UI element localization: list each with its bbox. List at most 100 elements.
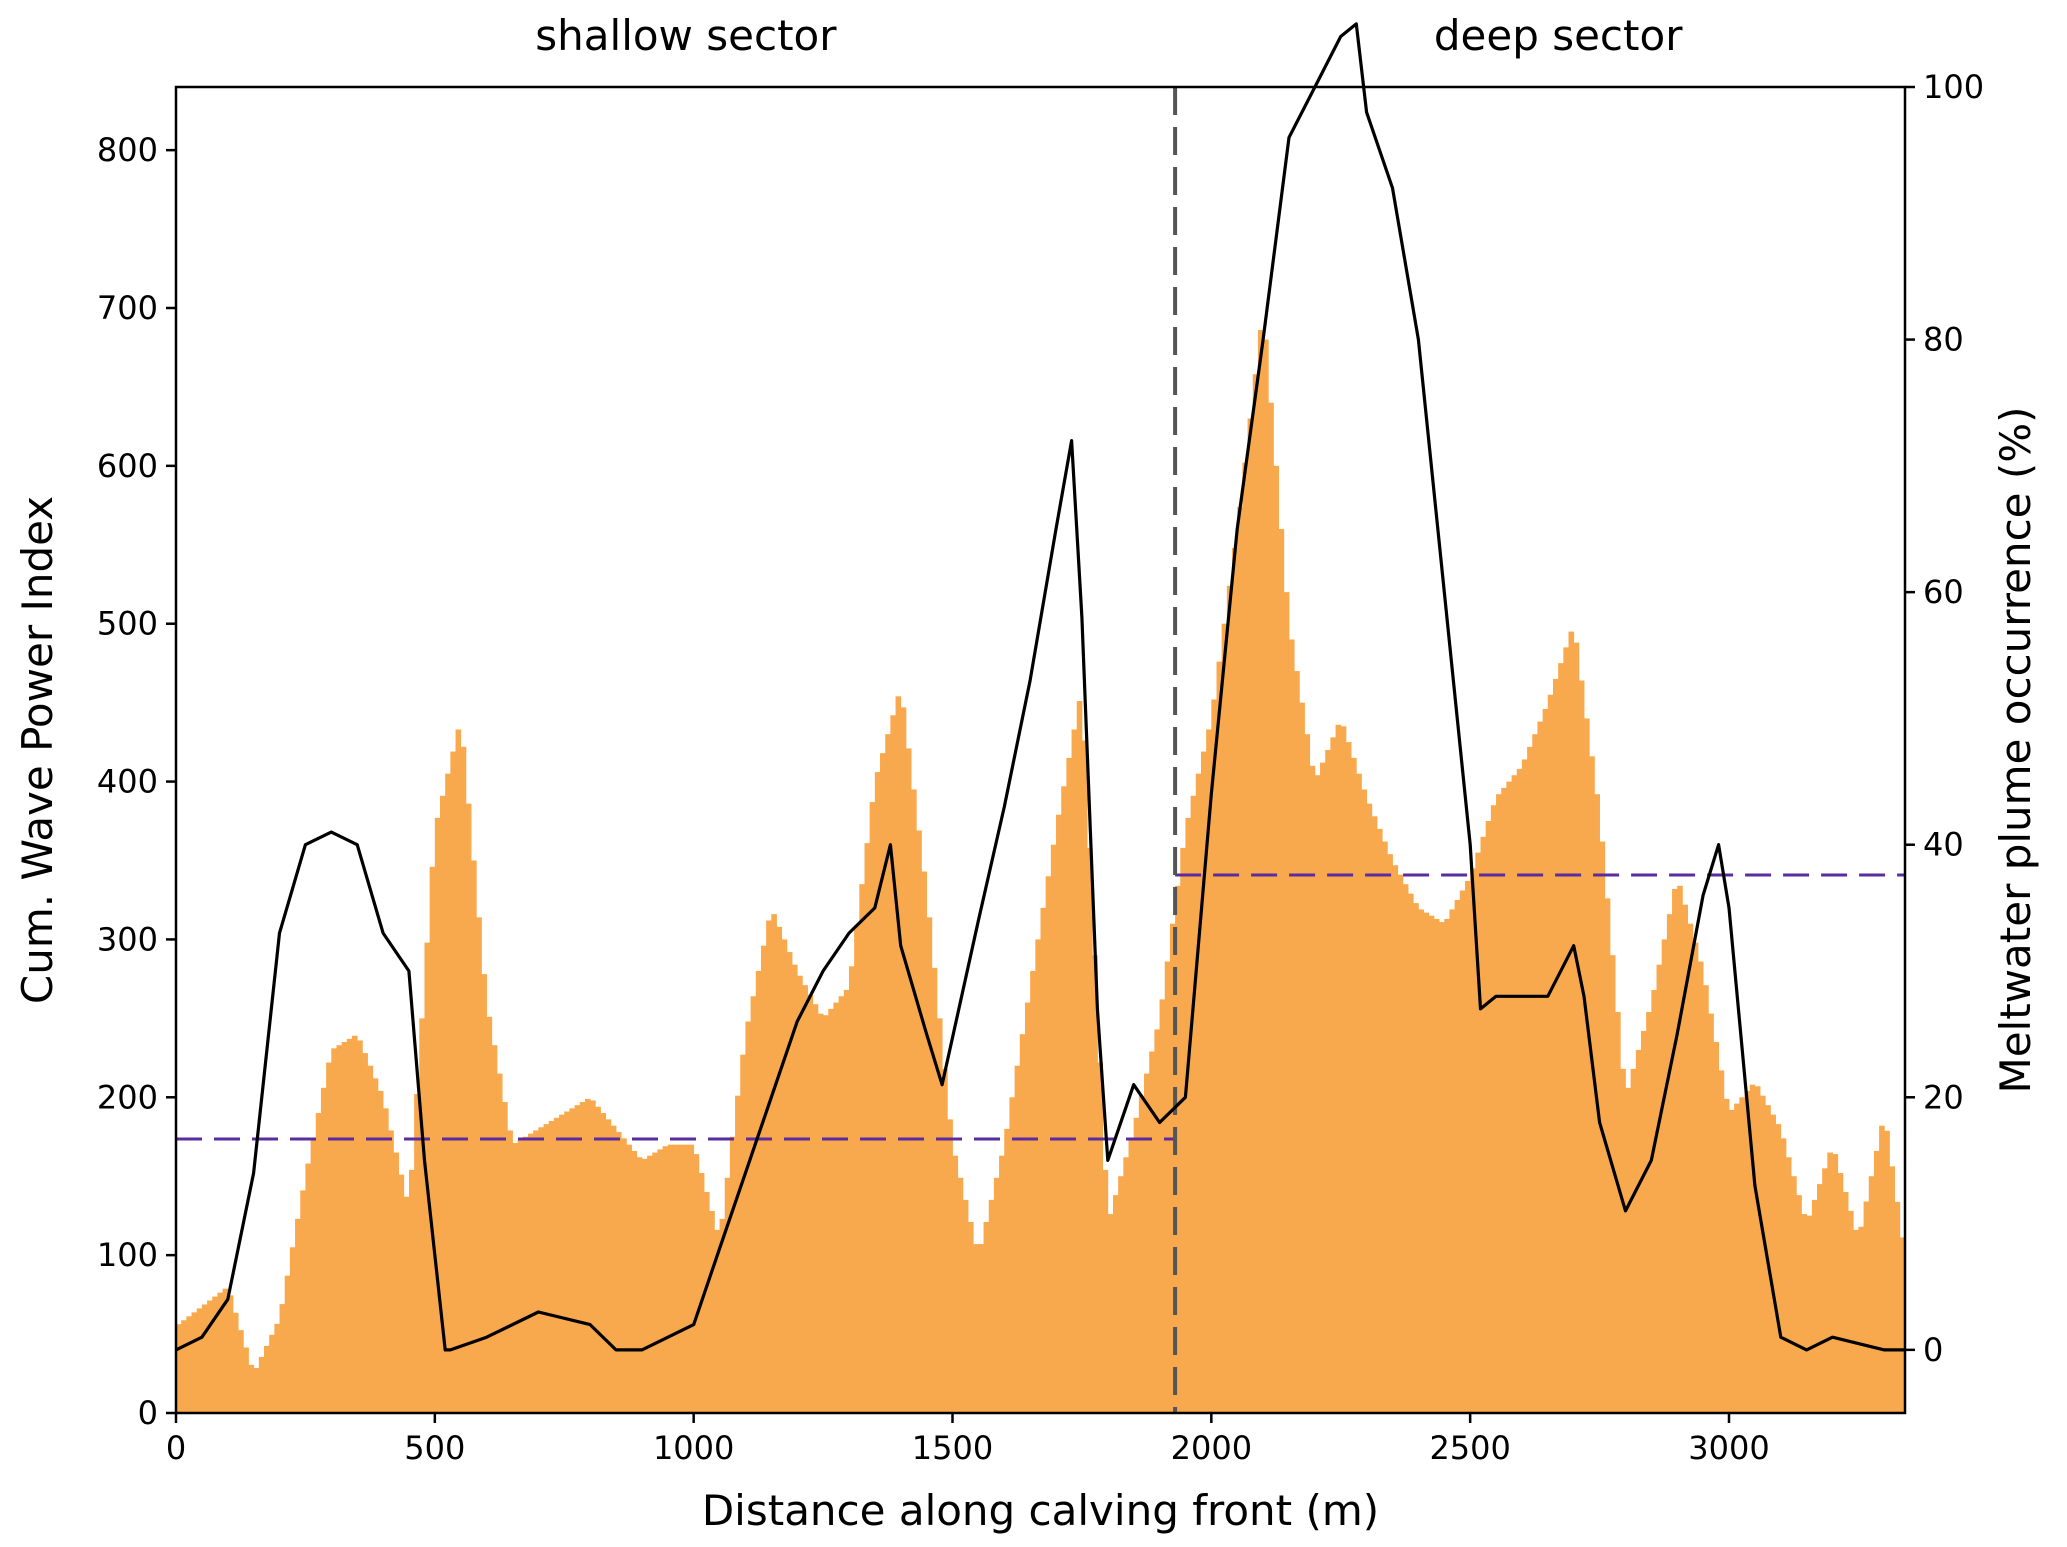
histogram-bar bbox=[1257, 330, 1264, 1414]
histogram-bar bbox=[284, 1275, 291, 1413]
histogram-bar bbox=[895, 696, 902, 1413]
histogram-bar bbox=[1749, 1084, 1756, 1413]
histogram-bar bbox=[377, 1090, 384, 1413]
histogram-bar bbox=[1206, 729, 1212, 1413]
histogram-bar bbox=[315, 1113, 322, 1413]
histogram-bar bbox=[1247, 418, 1254, 1413]
histogram-bar bbox=[1102, 1169, 1109, 1413]
histogram-bar bbox=[1133, 1117, 1140, 1413]
histogram-bar bbox=[683, 1144, 689, 1413]
histogram-bar bbox=[248, 1364, 255, 1413]
histogram-bar bbox=[1858, 1226, 1864, 1413]
histogram-bar bbox=[1149, 1051, 1155, 1413]
x-axis-ticks: 0 500 1000 1500 2000 2500 3000 bbox=[166, 1413, 1770, 1467]
histogram-bar bbox=[1537, 721, 1544, 1413]
histogram-bar bbox=[1092, 955, 1098, 1413]
histogram-bar bbox=[1402, 884, 1409, 1413]
y-tick-label: 300 bbox=[97, 920, 158, 958]
histogram-bar bbox=[1573, 642, 1580, 1413]
histogram-bar bbox=[1066, 757, 1072, 1413]
histogram-bar bbox=[1004, 1128, 1010, 1413]
histogram-bar bbox=[243, 1347, 249, 1413]
histogram-bar bbox=[429, 866, 436, 1413]
histogram-bar bbox=[1827, 1152, 1833, 1413]
histogram-bar bbox=[1413, 903, 1419, 1413]
histogram-bar bbox=[1144, 1073, 1150, 1413]
histogram-bar bbox=[1703, 985, 1709, 1413]
histogram-bar bbox=[1682, 904, 1688, 1413]
histogram-bar bbox=[1785, 1157, 1792, 1413]
histogram-bar bbox=[936, 1018, 943, 1413]
histogram-bar bbox=[1335, 724, 1342, 1413]
histogram-bar bbox=[1200, 751, 1207, 1413]
histogram-bar bbox=[807, 994, 814, 1413]
histogram-bar bbox=[771, 914, 777, 1413]
histogram-bar bbox=[1128, 1138, 1135, 1413]
histogram-bar bbox=[326, 1062, 332, 1413]
y-axis-right-label: Meltwater plume occurrence (%) bbox=[1991, 406, 2040, 1093]
histogram-bar bbox=[1185, 817, 1192, 1413]
y-tick-label: 600 bbox=[97, 447, 158, 485]
histogram-bar bbox=[1490, 805, 1497, 1413]
histogram-bar bbox=[1159, 999, 1166, 1413]
histogram-bar bbox=[579, 1102, 586, 1413]
histogram-bar bbox=[1563, 647, 1569, 1413]
histogram-bar bbox=[1822, 1168, 1828, 1413]
histogram-bar bbox=[1661, 939, 1668, 1413]
histogram-bar bbox=[781, 939, 788, 1413]
histogram-bar bbox=[1811, 1199, 1818, 1413]
histogram-bar bbox=[445, 773, 451, 1413]
histogram-bar bbox=[279, 1304, 286, 1413]
y-axis-left-ticks: 0 100 200 300 400 500 600 700 800 bbox=[97, 131, 176, 1432]
histogram-bar bbox=[1842, 1192, 1849, 1413]
histogram-bar bbox=[1045, 876, 1052, 1413]
histogram-bar bbox=[1651, 989, 1657, 1413]
histogram-bar bbox=[434, 817, 441, 1413]
histogram-bar bbox=[455, 729, 462, 1413]
histogram-bar bbox=[1889, 1166, 1896, 1413]
histogram-bar bbox=[1527, 746, 1533, 1413]
histogram-bar bbox=[362, 1053, 368, 1413]
histogram-bar bbox=[1697, 961, 1704, 1413]
y-right-tick-label: 80 bbox=[1923, 321, 1964, 359]
histogram-bar bbox=[1164, 961, 1171, 1413]
histogram-bar bbox=[1568, 631, 1575, 1413]
histogram-bar bbox=[880, 753, 886, 1413]
histogram-bar bbox=[911, 789, 917, 1413]
histogram-bar bbox=[460, 746, 467, 1413]
histogram-bar bbox=[745, 1021, 752, 1413]
histogram-bar bbox=[258, 1356, 265, 1413]
histogram-bar bbox=[854, 925, 860, 1413]
histogram-bar bbox=[766, 920, 772, 1413]
histogram-bar bbox=[533, 1130, 539, 1413]
histogram-bar bbox=[1584, 718, 1590, 1413]
histogram-bar bbox=[1366, 803, 1373, 1413]
histogram-bar bbox=[1506, 781, 1512, 1413]
histogram-bar bbox=[1734, 1103, 1740, 1413]
histogram-bar bbox=[1232, 547, 1238, 1413]
histogram-bar bbox=[1418, 909, 1424, 1413]
histogram-bar bbox=[714, 1229, 720, 1413]
histogram-bar bbox=[631, 1150, 638, 1413]
histogram-bar bbox=[1056, 814, 1062, 1413]
histogram-bar bbox=[1609, 955, 1616, 1413]
histogram-bar bbox=[1371, 816, 1378, 1413]
histogram-bar bbox=[383, 1108, 389, 1413]
histogram-bar bbox=[1444, 918, 1450, 1413]
histogram-bar bbox=[1511, 775, 1518, 1413]
histogram-bar bbox=[1050, 844, 1057, 1413]
y-axis-left-label: Cum. Wave Power Index bbox=[13, 496, 62, 1004]
histogram-bar bbox=[1754, 1086, 1761, 1413]
histogram-bar bbox=[1713, 1042, 1720, 1413]
histogram-bar bbox=[1646, 1012, 1652, 1413]
histogram-bar bbox=[1283, 592, 1290, 1413]
histogram-bar bbox=[885, 734, 891, 1413]
histogram-bar bbox=[1351, 757, 1357, 1413]
histogram-bar bbox=[1816, 1184, 1823, 1413]
histogram-bar bbox=[1320, 762, 1326, 1413]
histogram-bar bbox=[621, 1138, 627, 1413]
histogram-bar bbox=[1123, 1157, 1129, 1413]
histogram-bar bbox=[1154, 1029, 1160, 1413]
histogram-bar bbox=[1019, 1034, 1026, 1413]
histogram-bar bbox=[1087, 847, 1093, 1413]
